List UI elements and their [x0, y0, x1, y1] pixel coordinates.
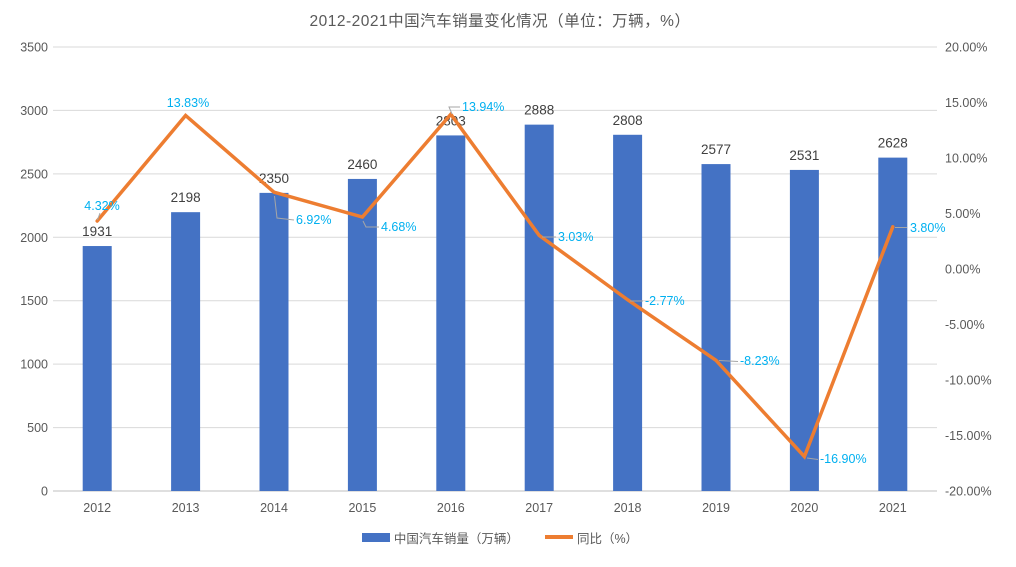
- bar-value-label: 2808: [613, 113, 643, 128]
- x-axis-tick: 2014: [260, 501, 288, 515]
- pct-label: 13.83%: [167, 96, 209, 110]
- right-axis-tick: -10.00%: [945, 374, 992, 388]
- label-leader-line: [806, 457, 819, 460]
- right-axis-tick: 15.00%: [945, 96, 987, 110]
- x-axis-tick: 2019: [702, 501, 730, 515]
- left-axis-tick: 2000: [20, 231, 48, 245]
- bar: [347, 178, 377, 491]
- label-leader-line: [362, 220, 379, 228]
- pct-label: -2.77%: [645, 294, 685, 308]
- right-axis-tick: 20.00%: [945, 41, 987, 55]
- bar: [701, 164, 731, 491]
- label-leader-line: [718, 360, 739, 362]
- x-axis-tick: 2012: [83, 501, 111, 515]
- bar: [524, 124, 554, 492]
- bar: [171, 212, 201, 491]
- x-axis-tick: 2021: [879, 501, 907, 515]
- x-axis-tick: 2016: [437, 501, 465, 515]
- bar-value-label: 2460: [347, 157, 377, 172]
- x-axis-tick: 2015: [348, 501, 376, 515]
- left-axis-tick: 0: [41, 485, 48, 499]
- pct-label: 4.32%: [84, 199, 119, 213]
- right-axis-tick: -5.00%: [945, 318, 985, 332]
- yoy-line: [95, 111, 895, 460]
- right-axis-tick: 10.00%: [945, 152, 987, 166]
- bar: [82, 246, 112, 491]
- legend-line-swatch-icon: [544, 535, 573, 539]
- pct-label: -8.23%: [740, 354, 780, 368]
- legend-item-sales: 中国汽车销量（万辆）: [361, 528, 519, 547]
- x-axis-tick: 2017: [525, 501, 553, 515]
- bar-value-label: 2350: [259, 171, 289, 186]
- bar-value-label: 2577: [701, 142, 731, 157]
- bar: [259, 192, 289, 491]
- legend-label-sales: 中国汽车销量（万辆）: [393, 531, 519, 546]
- right-axis-tick: -15.00%: [945, 429, 992, 443]
- pct-label: 6.92%: [296, 213, 331, 227]
- legend-label-yoy: 同比（%）: [576, 531, 639, 546]
- left-axis-tick: 500: [27, 421, 48, 435]
- x-axis-tick: 2020: [790, 501, 818, 515]
- pct-label: 3.03%: [558, 230, 593, 244]
- pct-label: 3.80%: [910, 221, 945, 235]
- right-axis-tick: 5.00%: [945, 207, 980, 221]
- left-axis-tick: 1500: [20, 294, 48, 308]
- right-axis-tick: -20.00%: [945, 485, 992, 499]
- label-leader-line: [448, 106, 460, 115]
- bar: [789, 169, 819, 492]
- bar-value-label: 2531: [789, 148, 819, 163]
- pct-label: 4.68%: [381, 220, 416, 234]
- left-axis-tick: 1000: [20, 358, 48, 372]
- pct-label: 13.94%: [462, 100, 504, 114]
- bar-value-label: 1931: [82, 224, 112, 239]
- bar-value-label: 2198: [171, 190, 201, 205]
- legend-bar-swatch-icon: [361, 532, 390, 542]
- bar: [613, 134, 643, 491]
- chart-title: 2012-2021中国汽车销量变化情况（单位：万辆，%）: [309, 13, 691, 30]
- bar-value-label: 2888: [524, 103, 554, 118]
- label-leader-line: [97, 212, 101, 221]
- bar: [436, 135, 466, 491]
- left-axis-tick: 2500: [20, 167, 48, 181]
- legend-item-yoy: 同比（%）: [544, 528, 639, 547]
- right-axis-tick: 0.00%: [945, 263, 980, 277]
- bar: [878, 157, 908, 491]
- left-axis-tick: 3000: [20, 104, 48, 118]
- pct-label: -16.90%: [820, 452, 867, 466]
- x-axis-tick: 2018: [614, 501, 642, 515]
- bar-value-label: 2628: [878, 136, 908, 151]
- left-axis-tick: 3500: [20, 41, 48, 55]
- label-leader-line: [274, 195, 295, 221]
- legend: 中国汽车销量（万辆） 同比（%）: [0, 527, 1000, 547]
- x-axis-tick: 2013: [172, 501, 200, 515]
